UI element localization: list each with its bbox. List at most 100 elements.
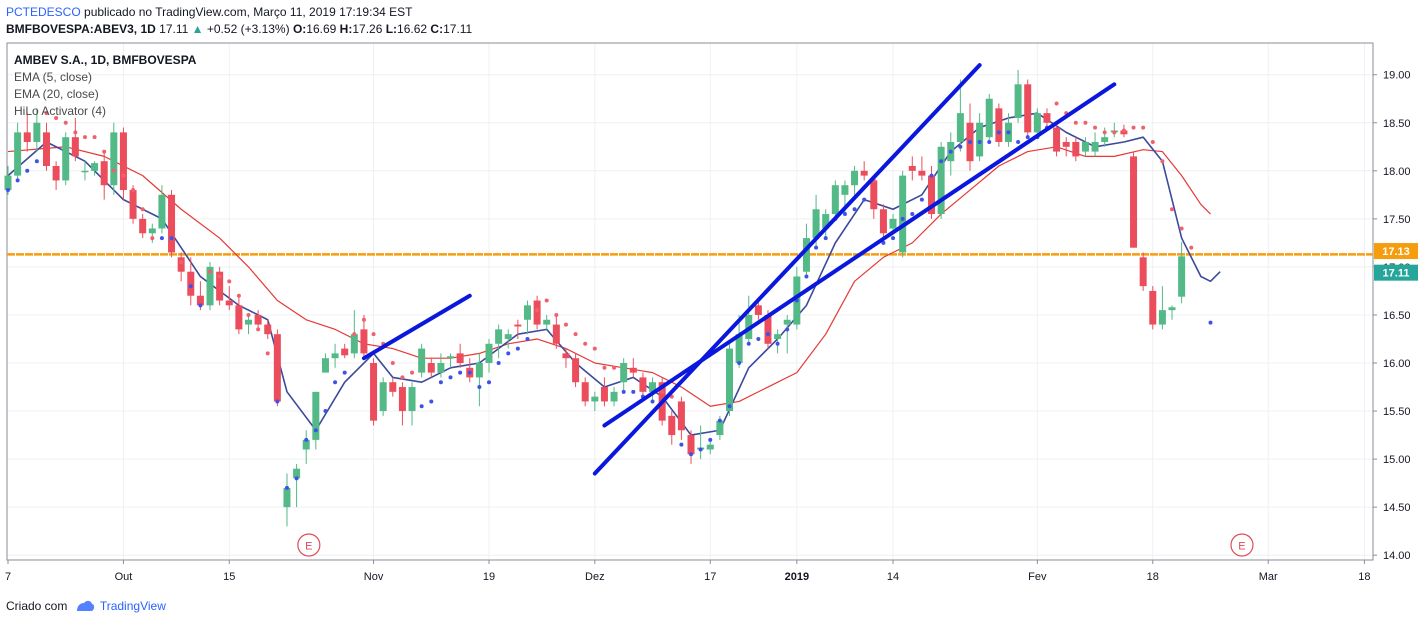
candle[interactable] xyxy=(514,324,522,327)
candle[interactable] xyxy=(1024,84,1032,133)
candle[interactable] xyxy=(341,348,349,356)
candle[interactable] xyxy=(427,363,435,373)
candle[interactable] xyxy=(600,387,608,402)
candle[interactable] xyxy=(370,363,378,421)
earnings-marker-icon[interactable] xyxy=(1230,533,1254,557)
candle[interactable] xyxy=(52,166,60,181)
legend-hilo[interactable]: HiLo Activator (4) xyxy=(14,104,107,118)
candle[interactable] xyxy=(774,334,782,339)
candle[interactable] xyxy=(1033,113,1041,133)
candle[interactable] xyxy=(100,161,108,186)
candle[interactable] xyxy=(1139,257,1147,287)
candle[interactable] xyxy=(889,218,897,229)
candle[interactable] xyxy=(754,305,762,315)
candle[interactable] xyxy=(879,209,887,234)
candle[interactable] xyxy=(187,271,195,296)
upper-trendline[interactable] xyxy=(361,293,472,361)
candle[interactable] xyxy=(139,218,147,234)
candle[interactable] xyxy=(408,387,416,412)
candle[interactable] xyxy=(899,175,907,253)
candle[interactable] xyxy=(196,295,204,306)
candle[interactable] xyxy=(976,122,984,157)
candle[interactable] xyxy=(937,146,945,215)
candle[interactable] xyxy=(851,170,859,186)
candle[interactable] xyxy=(706,444,714,450)
candle[interactable] xyxy=(649,382,657,392)
support-trendline[interactable] xyxy=(602,82,1117,428)
candle[interactable] xyxy=(620,363,628,383)
candle[interactable] xyxy=(995,108,1003,142)
candle[interactable] xyxy=(831,185,839,215)
candle[interactable] xyxy=(91,163,99,171)
candle[interactable] xyxy=(245,319,252,325)
candle[interactable] xyxy=(870,180,878,210)
lower-trendline[interactable] xyxy=(592,63,982,476)
candle[interactable] xyxy=(437,363,445,373)
candle[interactable] xyxy=(860,170,868,176)
candle[interactable] xyxy=(360,329,368,354)
tradingview-link[interactable]: TradingView xyxy=(99,599,166,613)
legend-ema20[interactable]: EMA (20, close) xyxy=(14,87,99,101)
candle[interactable] xyxy=(331,353,339,359)
candle[interactable] xyxy=(687,435,695,455)
candle[interactable] xyxy=(591,396,599,402)
candle[interactable] xyxy=(928,175,936,215)
candle[interactable] xyxy=(552,324,560,344)
candle[interactable] xyxy=(168,194,176,253)
candle[interactable] xyxy=(668,415,676,436)
candle[interactable] xyxy=(562,353,570,359)
candle[interactable] xyxy=(610,391,618,402)
candle[interactable] xyxy=(639,377,647,392)
candle[interactable] xyxy=(158,194,166,229)
candle[interactable] xyxy=(33,122,41,142)
candle[interactable] xyxy=(956,113,964,142)
candle[interactable] xyxy=(148,228,156,234)
candle[interactable] xyxy=(533,300,541,325)
candle[interactable] xyxy=(1014,84,1022,118)
earnings-marker-icon[interactable] xyxy=(297,533,321,557)
candle[interactable] xyxy=(822,214,830,229)
candle[interactable] xyxy=(908,166,916,171)
candle[interactable] xyxy=(802,238,810,272)
candle[interactable] xyxy=(495,329,503,344)
candle[interactable] xyxy=(254,314,262,325)
candle[interactable] xyxy=(81,170,89,173)
candle[interactable] xyxy=(379,382,387,412)
candle[interactable] xyxy=(1158,310,1166,325)
candle[interactable] xyxy=(812,209,820,239)
candle[interactable] xyxy=(283,487,291,508)
candle[interactable] xyxy=(1081,141,1089,152)
candle[interactable] xyxy=(177,257,185,272)
candle[interactable] xyxy=(350,334,358,354)
candle[interactable] xyxy=(14,132,22,176)
candle[interactable] xyxy=(447,356,455,359)
candle[interactable] xyxy=(523,305,531,320)
candle[interactable] xyxy=(418,348,426,373)
candle[interactable] xyxy=(475,363,483,378)
candle[interactable] xyxy=(677,401,685,431)
candle[interactable] xyxy=(42,132,50,167)
candle[interactable] xyxy=(398,387,406,412)
candle[interactable] xyxy=(235,305,243,330)
candle[interactable] xyxy=(1062,141,1070,147)
candle[interactable] xyxy=(735,334,743,364)
candle[interactable] xyxy=(225,300,233,306)
candle[interactable] xyxy=(629,367,637,373)
candle[interactable] xyxy=(1149,290,1157,325)
candle[interactable] xyxy=(302,439,310,450)
author-link[interactable]: PCTEDESCO xyxy=(6,5,81,19)
candle[interactable] xyxy=(264,324,272,335)
candle[interactable] xyxy=(716,420,724,436)
candle[interactable] xyxy=(129,190,137,219)
candle[interactable] xyxy=(581,382,589,402)
candle[interactable] xyxy=(71,137,79,157)
candle[interactable] xyxy=(321,358,329,373)
candle[interactable] xyxy=(504,334,512,339)
price-chart[interactable]: 14.0014.5015.0015.5016.0016.5017.0017.50… xyxy=(0,0,1426,595)
candle[interactable] xyxy=(216,271,224,301)
candle[interactable] xyxy=(841,185,849,195)
candle[interactable] xyxy=(119,132,127,191)
candle[interactable] xyxy=(206,266,214,306)
candle[interactable] xyxy=(1168,307,1176,311)
candle[interactable] xyxy=(1072,141,1080,157)
